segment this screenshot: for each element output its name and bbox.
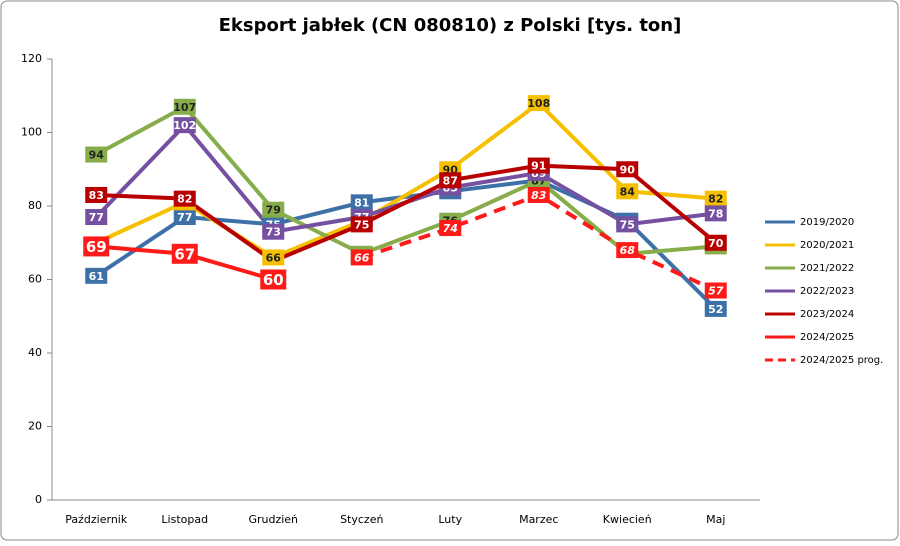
data-label: 83 [531, 189, 547, 202]
chart-title: Eksport jabłek (CN 080810) z Polski [tys… [219, 15, 682, 36]
data-label-box [173, 117, 196, 134]
data-label: 107 [173, 101, 196, 114]
x-tick-label: Styczeń [340, 513, 383, 526]
legend-label: 2024/2025 [800, 332, 854, 343]
data-label: 77 [89, 211, 104, 224]
data-label: 75 [354, 218, 369, 231]
data-label-box [439, 172, 462, 189]
data-label-box [83, 236, 110, 257]
data-label-box [527, 157, 550, 174]
data-label-box [171, 243, 198, 264]
x-tick-label: Grudzień [248, 513, 298, 526]
data-label: 68 [620, 244, 636, 257]
data-label-box [439, 220, 462, 237]
data-label-box [173, 190, 196, 207]
data-label-box [350, 216, 373, 233]
data-label: 75 [620, 218, 635, 231]
data-label-box [616, 183, 639, 200]
data-label-box [262, 223, 285, 240]
data-label-box [704, 205, 727, 222]
data-label-box [704, 282, 727, 299]
data-label-box [85, 186, 108, 203]
data-label: 78 [708, 207, 723, 220]
series-line [95, 104, 716, 256]
data-label-box [85, 146, 108, 163]
data-label-box [527, 95, 550, 112]
y-tick-label: 80 [28, 199, 42, 212]
data-label: 79 [266, 204, 281, 217]
series-line [95, 100, 716, 260]
y-tick-label: 20 [28, 420, 42, 433]
data-label-box [262, 249, 285, 266]
x-tick-label: Kwiecień [603, 513, 652, 526]
data-label: 81 [354, 196, 369, 209]
y-tick-label: 40 [28, 346, 42, 359]
data-label: 77 [177, 211, 192, 224]
data-label: 66 [354, 251, 370, 264]
x-tick-label: Luty [438, 513, 462, 526]
data-label: 108 [527, 97, 550, 110]
data-label: 94 [89, 149, 105, 162]
data-label: 82 [177, 193, 192, 206]
data-label: 84 [620, 185, 636, 198]
data-label: 57 [708, 285, 724, 298]
data-label-box [173, 98, 196, 115]
legend-label: 2022/2023 [800, 286, 854, 297]
y-tick-label: 100 [21, 126, 42, 139]
data-label-box [350, 249, 373, 266]
data-label-box [616, 216, 639, 233]
x-tick-label: Listopad [161, 513, 208, 526]
data-label: 90 [620, 163, 636, 176]
data-label-box [527, 186, 550, 203]
legend-label: 2021/2022 [800, 263, 854, 274]
data-label-box [85, 209, 108, 226]
x-tick-label: Październik [65, 513, 128, 526]
data-label: 66 [266, 251, 282, 264]
data-label: 82 [708, 193, 723, 206]
x-tick-label: Marzec [519, 513, 558, 526]
data-label-box [704, 190, 727, 207]
data-label: 70 [708, 237, 724, 250]
data-label: 102 [173, 119, 196, 132]
data-label: 73 [266, 226, 281, 239]
legend-label: 2019/2020 [800, 217, 854, 228]
data-label: 61 [89, 270, 104, 283]
data-label-box [260, 269, 287, 290]
data-label-box [704, 300, 727, 317]
series-line [96, 163, 718, 264]
data-label: 60 [263, 271, 284, 289]
data-label-box [616, 242, 639, 259]
y-tick-label: 0 [35, 493, 42, 506]
y-tick-label: 120 [21, 52, 42, 65]
x-tick-label: Maj [706, 513, 725, 526]
data-label: 69 [86, 238, 107, 256]
data-label: 83 [89, 189, 104, 202]
data-label: 91 [531, 160, 546, 173]
data-label-box [616, 161, 639, 178]
data-label: 87 [443, 174, 458, 187]
legend-label: 2023/2024 [800, 309, 854, 320]
data-label-box [262, 201, 285, 218]
data-label-box [173, 209, 196, 226]
legend-label: 2020/2021 [800, 240, 854, 251]
data-label-box [704, 234, 727, 251]
data-label-box [85, 267, 108, 284]
data-label: 52 [708, 303, 723, 316]
y-tick-label: 60 [28, 273, 42, 286]
legend-label: 2024/2025 prog. [800, 355, 883, 366]
data-label: 74 [443, 222, 458, 235]
data-label-box [350, 194, 373, 211]
data-label: 67 [174, 245, 195, 263]
